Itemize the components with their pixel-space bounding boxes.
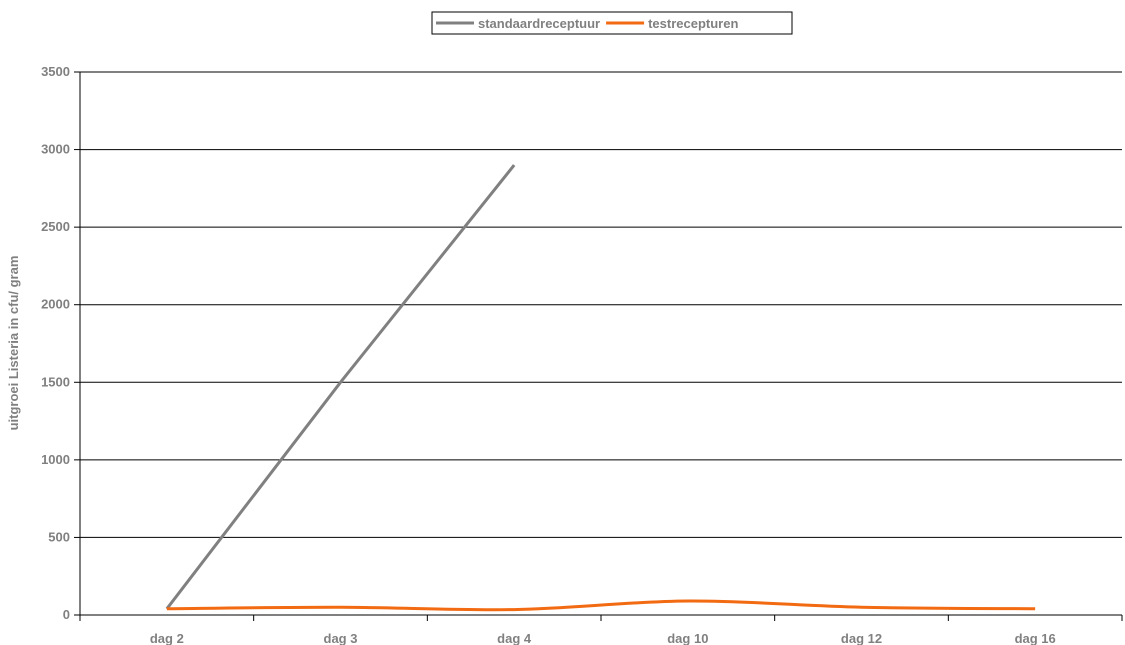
y-tick-label: 3000: [41, 142, 70, 157]
y-tick-label: 2000: [41, 297, 70, 312]
series-line-standaardreceptuur: [165, 164, 516, 610]
y-tick-label: 500: [48, 529, 70, 544]
x-tick-label: dag 2: [150, 631, 184, 645]
x-tick-label: dag 12: [841, 631, 882, 645]
x-tick-label: dag 3: [324, 631, 358, 645]
series-line-testrecepturen: [166, 599, 1036, 612]
gridlines: [80, 71, 1122, 538]
axes: [74, 71, 1123, 621]
y-tick-label: 3500: [41, 64, 70, 79]
legend-label: testrecepturen: [648, 16, 738, 31]
x-tick-label: dag 10: [667, 631, 708, 645]
legend-label: standaardreceptuur: [478, 16, 600, 31]
x-tick-label: dag 16: [1015, 631, 1056, 645]
y-tick-label: 2500: [41, 219, 70, 234]
series-lines: [165, 164, 1036, 612]
x-tick-labels: dag 2 dag 3 dag 4 dag 10 dag 12 dag 16: [150, 631, 1056, 645]
y-tick-labels: 0 500 1000 1500 2000 2500 3000 3500: [41, 64, 70, 622]
legend: standaardreceptuur testrecepturen: [431, 11, 793, 35]
y-tick-label: 0: [63, 607, 70, 622]
y-tick-label: 1000: [41, 452, 70, 467]
y-tick-label: 1500: [41, 374, 70, 389]
y-axis-title: uitgroei Listeria in cfu/ gram: [6, 256, 21, 431]
x-tick-label: dag 4: [497, 631, 532, 645]
